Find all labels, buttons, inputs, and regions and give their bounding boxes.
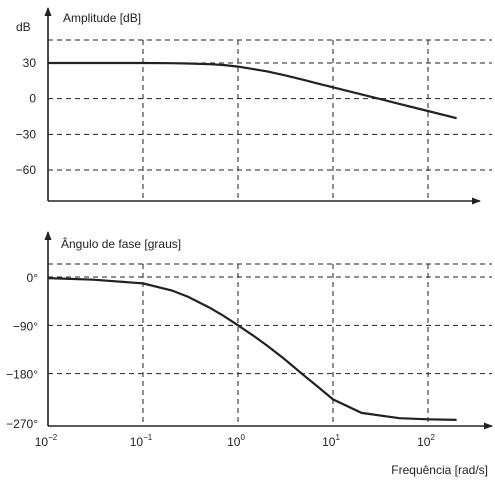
- phase-grid: [48, 263, 492, 426]
- phase-panel: Ângulo de fase [graus] 0° −90° −180° −270°: [6, 231, 493, 431]
- amplitude-curve: [48, 61, 457, 120]
- phase-y-tick-label: −180°: [6, 368, 38, 382]
- amplitude-y-tick-label: −30: [16, 127, 37, 141]
- phase-y-tick-labels: 0° −90° −180° −270°: [6, 271, 38, 431]
- amplitude-title: Amplitude [dB]: [63, 11, 141, 25]
- amplitude-panel: dB Amplitude [dB] 30 0 −30 −60: [16, 7, 492, 205]
- frequency-tick-labels: 10−2 10−1 100 101 102: [35, 433, 436, 449]
- phase-y-tick-label: −90°: [13, 319, 38, 333]
- amplitude-y-tick-label: 0: [29, 92, 36, 106]
- phase-y-tick-label: −270°: [6, 417, 38, 431]
- amplitude-y-tick-label: −60: [16, 163, 37, 177]
- phase-curve: [47, 277, 457, 421]
- frequency-axis-label: Frequência [rad/s]: [391, 463, 488, 477]
- phase-y-tick-label: 0°: [27, 271, 39, 285]
- frequency-tick-label: 101: [322, 433, 340, 449]
- frequency-tick-label: 10−2: [35, 433, 58, 449]
- frequency-tick-label: 10−1: [130, 433, 153, 449]
- amplitude-y-tick-labels: 30 0 −30 −60: [16, 56, 37, 177]
- frequency-tick-label: 102: [417, 433, 435, 449]
- frequency-tick-label: 100: [227, 433, 245, 449]
- amplitude-y-tick-label: 30: [23, 56, 37, 70]
- phase-title: Ângulo de fase [graus]: [61, 236, 181, 251]
- amplitude-ylabel: dB: [16, 20, 31, 34]
- amplitude-grid: [48, 39, 492, 201]
